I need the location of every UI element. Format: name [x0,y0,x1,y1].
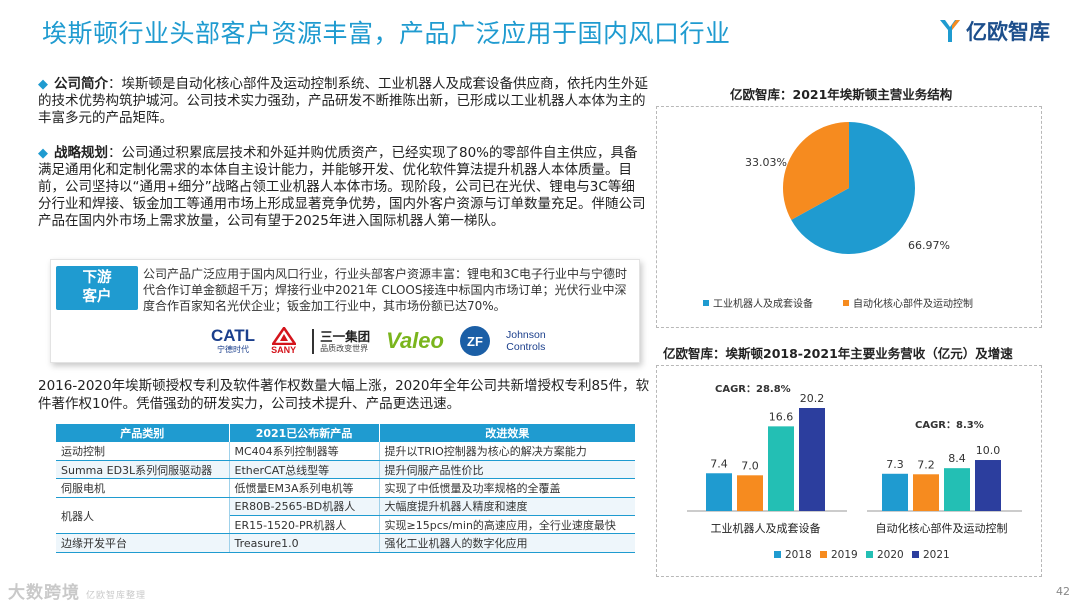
legend-swatch [912,551,919,558]
table-cell: 机器人 [56,497,230,535]
intro-text: ：埃斯顿是自动化核心部件及运动控制系统、工业机器人及成套设备供应商，依托内生外延… [38,76,648,126]
table-cell: 实现了中低惯量及功率规格的全覆盖 [379,478,635,498]
cagr-annotation: CAGR：28.8% [715,384,791,395]
legend-swatch [774,551,781,558]
cagr-annotation: CAGR：8.3% [915,420,984,431]
bar-value-label: 7.2 [917,458,935,471]
legend-label: 2020 [877,549,904,561]
legend-swatch [866,551,873,558]
patents-paragraph: 2016-2020年埃斯顿授权专利及软件著作权数量大幅上涨，2020年全年公司共… [38,378,650,412]
pie-chart: 66.97% 33.03% 工业机器人及成套设备 自动化核心部件及运动控制 [703,122,973,310]
table-cell: MC404系列控制器等 [229,442,380,461]
table-header-cell: 产品类别 [56,424,230,442]
table-row: 边缘开发平台 Treasure1.0 强化工业机器人的数字化应用 [56,533,635,553]
legend-swatch [703,300,709,306]
bar-chart-title: 亿欧智库：埃斯顿2018-2021年主要业务营收（亿元）及增速 [663,346,1013,361]
diamond-bullet-icon: ◆ [38,146,48,161]
bar [944,468,970,511]
legend-swatch [843,300,849,306]
legend-label: 2021 [923,549,950,561]
bar-value-label: 8.4 [948,452,966,465]
table-row: Summa ED3L系列伺服驱动器 EtherCAT总线型等 提升伺服产品性价比 [56,460,635,480]
legend-label: 自动化核心部件及运动控制 [853,297,973,310]
page-number: 42 [1056,585,1070,598]
pie-slice [783,122,849,220]
bar-value-label: 20.2 [800,392,825,405]
johnson-controls-logo: Johnson Controls [505,329,546,353]
bar [913,474,939,511]
table-cell: 边缘开发平台 [56,533,230,553]
pie-chart-panel: 66.97% 33.03% 工业机器人及成套设备 自动化核心部件及运动控制 [656,106,1042,328]
bar-value-label: 7.3 [886,458,904,471]
sany-triangle-icon [271,327,296,345]
legend-swatch [820,551,827,558]
table-cell: ER15-1520-PR机器人 [229,515,380,535]
table-cell: 低惯量EM3A系列电机等 [229,478,380,498]
table-cell: EtherCAT总线型等 [229,460,380,480]
downstream-customers-label: 下游 客户 [56,266,138,310]
catl-logo: CATL 宁德时代 [211,326,256,355]
yiou-logo: 亿欧智库 [938,16,1050,46]
bar-value-label: 16.6 [769,410,794,423]
company-intro-paragraph: ◆ 公司简介：埃斯顿是自动化核心部件及运动控制系统、工业机器人及成套设备供应商，依… [38,76,648,127]
strategy-text: ：公司通过积累底层技术和外延并购优质资产，已经实现了80%的零部件自主供应，具备… [38,145,646,229]
valeo-logo: Valeo [386,328,444,353]
legend-label: 2019 [831,549,858,561]
customer-logos: CATL 宁德时代 SANY 三一集团 品质改变世界 Valeo ZF John… [211,321,546,361]
table-cell: ER80B-2565-BD机器人 [229,497,380,517]
table-cell: 运动控制 [56,442,230,461]
bar [768,426,794,511]
bar [882,473,908,511]
table-cell: 强化工业机器人的数字化应用 [379,533,635,553]
diamond-bullet-icon: ◆ [38,77,48,92]
pie-chart-title: 亿欧智库：2021年埃斯顿主营业务结构 [730,87,953,102]
pie-value-label: 66.97% [908,239,950,252]
table-cell: Summa ED3L系列伺服驱动器 [56,460,230,480]
table-row: 伺服电机 低惯量EM3A系列电机等 实现了中低惯量及功率规格的全覆盖 [56,478,635,498]
category-label: 工业机器人及成套设备 [711,521,821,535]
bar [975,460,1001,511]
legend-label: 2018 [785,549,812,561]
logo-text: 亿欧智库 [966,20,1050,44]
pie-value-label: 33.03% [745,156,787,169]
pie-slice [791,122,915,254]
downstream-customers-text: 公司产品广泛应用于国内风口行业，行业头部客户资源丰富：锂电和3C电子行业中与宁德… [143,267,628,313]
table-row: ER15-1520-PR机器人 实现≥15pcs/min的高速应用，全行业速度最… [56,515,635,535]
downstream-customers-box: 下游 客户 公司产品广泛应用于国内风口行业，行业头部客户资源丰富：锂电和3C电子… [50,259,640,363]
yiou-logo-icon [940,20,960,42]
zf-logo: ZF [459,326,490,356]
table-cell: 提升以TRIO控制器为核心的解决方案能力 [379,442,635,461]
table-cell: 伺服电机 [56,478,230,498]
table-row: 机器人 ER80B-2565-BD机器人 大幅度提升机器人精度和速度 [56,497,635,535]
bar-chart: 7.4 7.0 16.6 20.2 工业机器人及成套设备 7.3 7.2 8.4 10.0 自动化… [687,384,1022,561]
table-cell: Treasure1.0 [229,533,380,553]
sanyi-group-logo: 三一集团 品质改变世界 [312,328,370,354]
page-title: 埃斯顿行业头部客户资源丰富，产品广泛应用于国内风口行业 [42,19,731,48]
bar-chart-panel: 7.4 7.0 16.6 20.2 工业机器人及成套设备 7.3 7.2 8.4 10.0 自动化… [656,365,1042,577]
intro-label: 公司简介 [54,76,108,92]
bar-value-label: 7.0 [741,459,759,472]
bar-value-label: 10.0 [976,444,1001,457]
new-products-table: 产品类别 2021已公布新产品 改进效果 运动控制 MC404系列控制器等 提升… [56,424,635,553]
strategy-paragraph: ◆ 战略规划：公司通过积累底层技术和外延并购优质资产，已经实现了80%的零部件自主… [38,145,648,230]
table-header-cell: 改进效果 [379,424,635,442]
table-cell: 提升伺服产品性价比 [379,460,635,480]
table-row: 运动控制 MC404系列控制器等 提升以TRIO控制器为核心的解决方案能力 [56,442,635,461]
watermark: 大数跨境 亿欧智库整理 [8,583,147,603]
strategy-label: 战略规划 [54,145,108,161]
table-cell: 实现≥15pcs/min的高速应用，全行业速度最快 [379,515,635,535]
bar-value-label: 7.4 [710,457,728,470]
legend-label: 工业机器人及成套设备 [713,297,813,310]
bar [737,475,763,511]
bar [799,408,825,511]
table-header-cell: 2021已公布新产品 [229,424,380,442]
table-cell: 大幅度提升机器人精度和速度 [379,497,635,517]
category-label: 自动化核心部件及运动控制 [876,521,1008,535]
bar [706,473,732,511]
sany-logo: SANY [271,327,296,355]
table-header-row: 产品类别 2021已公布新产品 改进效果 [56,424,635,442]
